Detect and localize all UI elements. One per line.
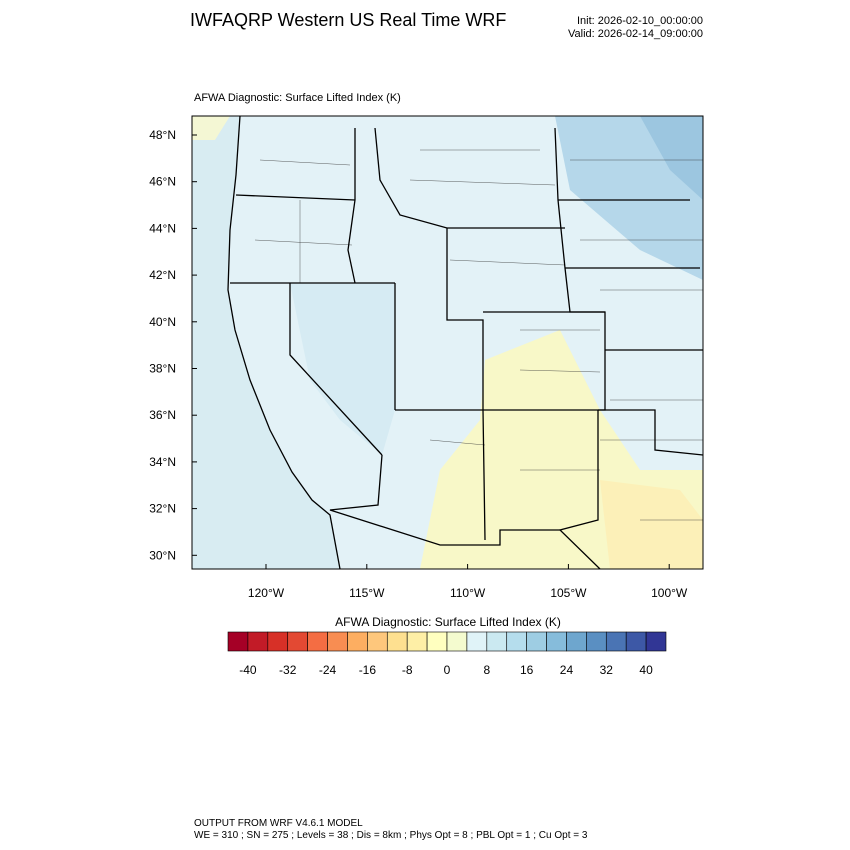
colorbar-box [227, 631, 249, 652]
colorbar-label: 24 [560, 663, 574, 677]
colorbar-box [406, 631, 428, 652]
main-title: IWFAQRP Western US Real Time WRF [190, 10, 506, 30]
colorbar-label: -8 [402, 663, 413, 677]
colorbar-box [367, 631, 388, 652]
lat-label: 38°N [149, 362, 176, 376]
colorbar-label: 40 [639, 663, 653, 677]
colorbar-box [546, 631, 567, 652]
colorbar-box [486, 631, 508, 652]
colorbar-label: 32 [600, 663, 614, 677]
colorbar-box [446, 631, 468, 652]
colorbar-box [645, 631, 667, 652]
colorbar-box [605, 631, 627, 652]
colorbar-label: -40 [239, 663, 257, 677]
lat-label: 42°N [149, 268, 176, 282]
lat-label: 46°N [149, 175, 176, 189]
colorbar: -40 -32 -24 -16 -8 0 8 16 24 32 40 [227, 631, 667, 677]
lat-label: 32°N [149, 502, 176, 516]
colorbar-label: -32 [279, 663, 297, 677]
colorbar-box [247, 631, 269, 652]
colorbar-box [466, 631, 488, 652]
valid-time: Valid: 2026-02-14_09:00:00 [568, 28, 703, 40]
colorbar-label: 8 [483, 663, 490, 677]
lon-label: 105°W [550, 586, 587, 600]
colorbar-label: -24 [319, 663, 337, 677]
colorbar-box [347, 631, 368, 652]
colorbar-label: 16 [520, 663, 534, 677]
colorbar-box [586, 631, 607, 652]
colorbar-box [506, 631, 527, 652]
lat-label: 30°N [149, 548, 176, 562]
footer-line: OUTPUT FROM WRF V4.6.1 MODEL [194, 818, 363, 829]
colorbar-box [526, 631, 547, 652]
colorbar-box [566, 631, 587, 652]
map-frame [191, 115, 704, 570]
colorbar-label: -16 [359, 663, 377, 677]
colorbar-title: AFWA Diagnostic: Surface Lifted Index (K… [335, 615, 561, 629]
county-lines [254, 149, 703, 521]
lat-label: 40°N [149, 315, 176, 329]
lon-label: 115°W [349, 586, 385, 600]
lat-label: 44°N [149, 221, 176, 235]
colorbar-box [386, 631, 408, 652]
init-time: Init: 2026-02-10_00:00:00 [577, 15, 703, 27]
colorbar-box [625, 631, 647, 652]
map [191, 115, 704, 570]
lat-label: 48°N [149, 128, 176, 142]
colorbar-box [287, 631, 308, 652]
state-boundaries [227, 116, 703, 569]
colorbar-label: 0 [444, 663, 451, 677]
lon-label: 110°W [450, 586, 486, 600]
lon-label: 100°W [651, 586, 688, 600]
lat-label: 34°N [149, 455, 176, 469]
colorbar-box [327, 631, 348, 652]
colorbar-box [267, 631, 289, 652]
lon-label: 120°W [248, 586, 285, 600]
colorbar-box [307, 631, 328, 652]
footer-line: WE = 310 ; SN = 275 ; Levels = 38 ; Dis … [194, 830, 588, 841]
lat-label: 36°N [149, 408, 176, 422]
map-title: AFWA Diagnostic: Surface Lifted Index (K… [194, 92, 401, 104]
colorbar-box [426, 631, 448, 652]
